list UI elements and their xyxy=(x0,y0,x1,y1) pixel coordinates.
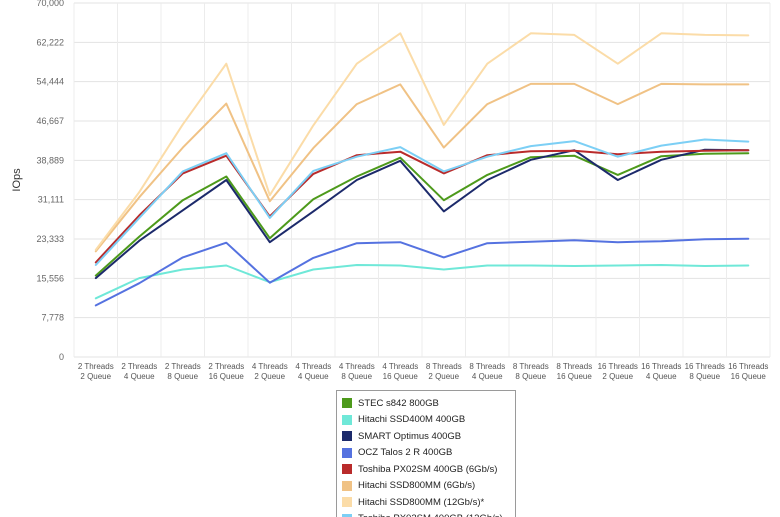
legend-swatch xyxy=(342,497,352,507)
legend-label: Hitachi SSD800MM (6Gb/s) xyxy=(358,480,475,491)
legend-item: Hitachi SSD800MM (6Gb/s) xyxy=(342,478,515,495)
legend-item: Hitachi SSD400M 400GB xyxy=(342,412,515,429)
legend-label: Hitachi SSD400M 400GB xyxy=(358,414,465,425)
legend-swatch xyxy=(342,415,352,425)
y-axis: 0 7,778 15,556 23,333 31,111 38,889 46,667 54,4… xyxy=(36,0,64,362)
legend-swatch xyxy=(342,481,352,491)
legend-item: Toshiba PX02SM 400GB (6Gb/s) xyxy=(342,461,515,478)
line-chart: 0 7,778 15,556 23,333 31,111 38,889 46,667 54,4… xyxy=(0,0,780,390)
y-tick-label: 7,778 xyxy=(41,313,64,323)
legend: STEC s842 800GB Hitachi SSD400M 400GB SMAR… xyxy=(336,390,516,517)
legend-swatch xyxy=(342,398,352,408)
legend-label: SMART Optimus 400GB xyxy=(358,431,461,442)
legend-item: OCZ Talos 2 R 400GB xyxy=(342,445,515,462)
legend-item: Hitachi SSD800MM (12Gb/s)* xyxy=(342,494,515,511)
legend-item: Toshiba PX02SM 400GB (12Gb/s) xyxy=(342,511,515,517)
legend-swatch xyxy=(342,464,352,474)
y-tick-label: 62,222 xyxy=(36,37,64,47)
legend-list: STEC s842 800GB Hitachi SSD400M 400GB SMAR… xyxy=(337,391,515,517)
y-tick-label: 23,333 xyxy=(36,234,64,244)
legend-label: Hitachi SSD800MM (12Gb/s)* xyxy=(358,497,484,508)
legend-swatch xyxy=(342,448,352,458)
legend-swatch xyxy=(342,431,352,441)
y-tick-label: 54,444 xyxy=(36,77,64,87)
y-tick-label: 31,111 xyxy=(38,195,64,205)
legend-label: Toshiba PX02SM 400GB (6Gb/s) xyxy=(358,464,497,475)
legend-label: OCZ Talos 2 R 400GB xyxy=(358,447,452,458)
y-tick-label: 70,000 xyxy=(36,0,64,8)
legend-item: STEC s842 800GB xyxy=(342,395,515,412)
legend-label: Toshiba PX02SM 400GB (12Gb/s) xyxy=(358,513,503,517)
y-axis-label: IOps xyxy=(11,168,23,192)
legend-item: SMART Optimus 400GB xyxy=(342,428,515,445)
y-tick-label: 38,889 xyxy=(36,155,64,165)
legend-label: STEC s842 800GB xyxy=(358,398,439,409)
y-tick-label: 0 xyxy=(59,352,64,362)
y-tick-label: 15,556 xyxy=(36,273,64,283)
y-tick-label: 46,667 xyxy=(36,116,64,126)
